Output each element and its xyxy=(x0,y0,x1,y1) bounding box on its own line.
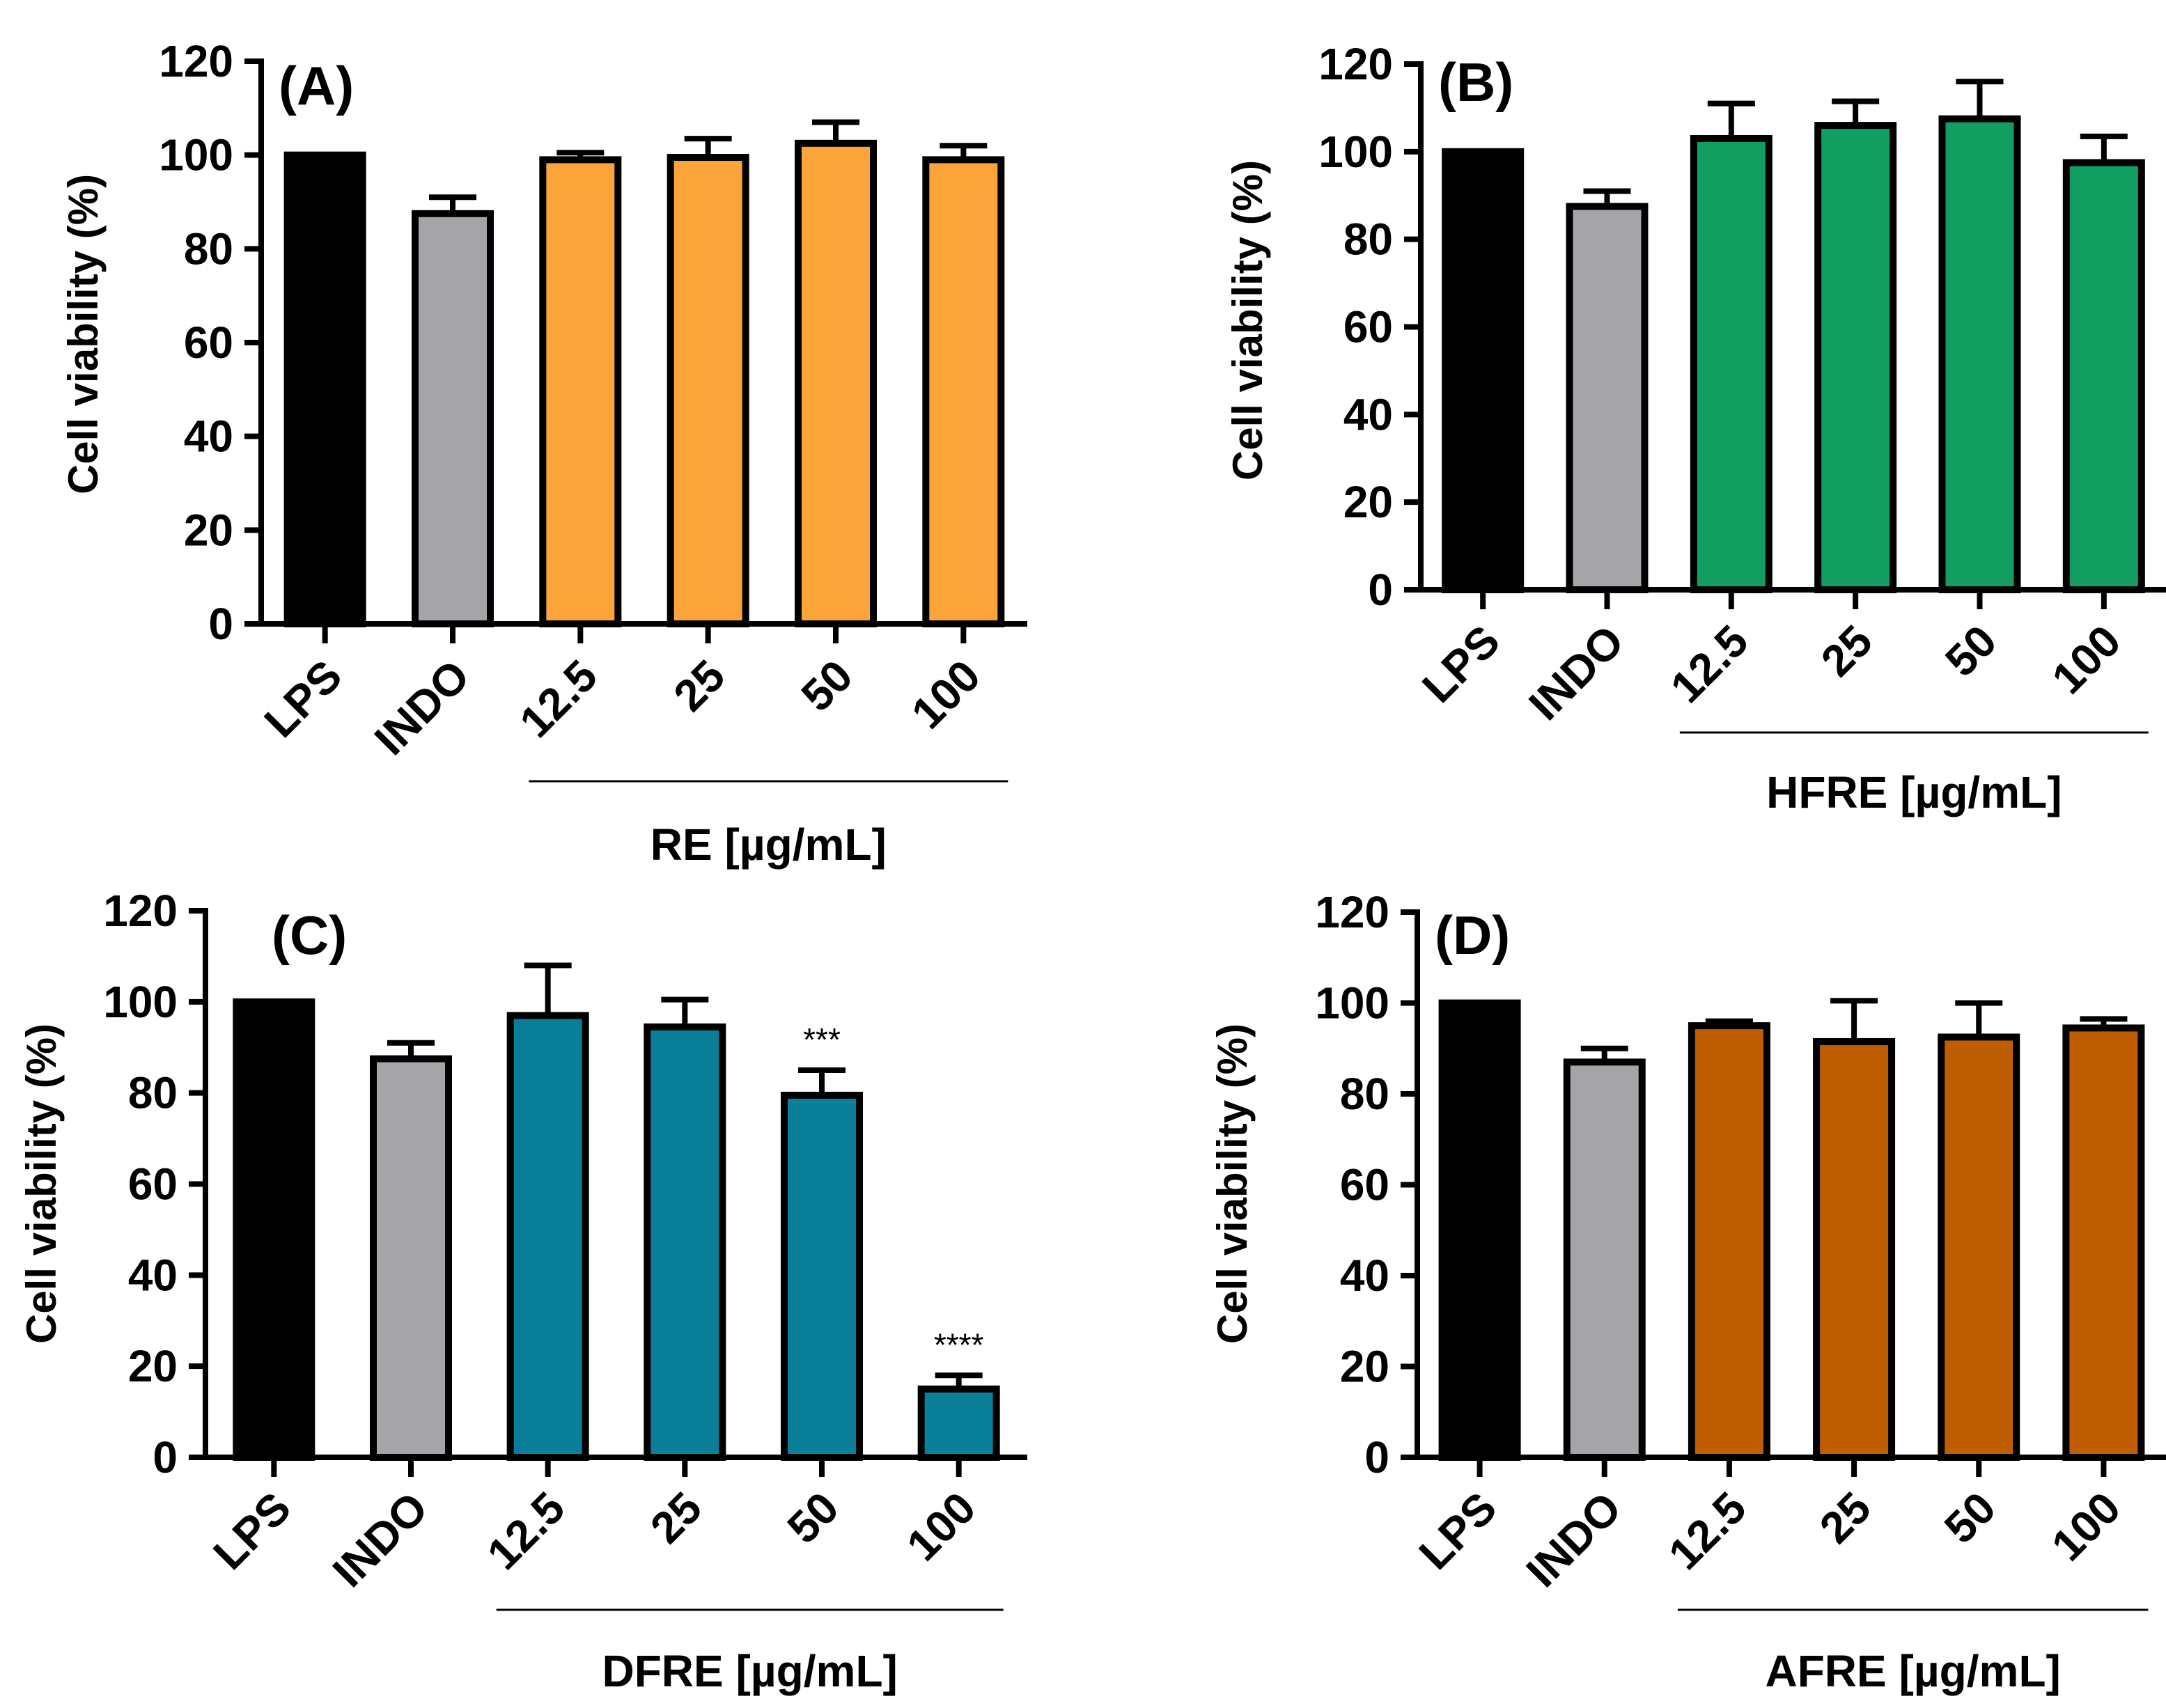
panel-label: (D) xyxy=(1435,904,1510,966)
bar-5 xyxy=(2062,159,2145,593)
bar-5 xyxy=(2062,1024,2145,1461)
y-tick-label-4: 80 xyxy=(1343,214,1393,265)
chart-panel-1: 0 20 40 60 80 100 120 LPS INDO 12.5 25 50 100 Cell vi… xyxy=(60,36,1027,870)
x-tick-label-5: 100 xyxy=(897,1482,985,1570)
y-tick-label-2: 40 xyxy=(184,412,233,462)
x-tick-label-1: INDO xyxy=(1517,1482,1631,1597)
y-tick-label-0: 0 xyxy=(1364,1432,1389,1482)
x-tick-label-0: LPS xyxy=(255,650,352,747)
y-tick-label-6: 120 xyxy=(1315,887,1389,937)
significance-label-4: *** xyxy=(803,1021,841,1058)
chart-panel-2: 0 20 40 60 80 100 120 LPS INDO 12.5 25 50 100 Cell vi… xyxy=(1224,39,2166,817)
bar-0 xyxy=(233,998,315,1462)
bar-2 xyxy=(1688,1022,1770,1461)
bar-2 xyxy=(1690,134,1772,594)
y-tick-label-5: 100 xyxy=(1315,978,1389,1028)
x-tick-label-3: 25 xyxy=(1810,1482,1880,1553)
y-tick-label-3: 60 xyxy=(184,318,233,368)
bar-4 xyxy=(1938,115,2021,594)
bar-2 xyxy=(506,1012,589,1462)
y-tick-label-6: 120 xyxy=(1318,39,1393,89)
bar-3 xyxy=(644,1023,726,1461)
y-tick-label-3: 60 xyxy=(128,1159,178,1209)
x-tick-label-0: LPS xyxy=(203,1482,300,1579)
y-axis-label: Cell viability (%) xyxy=(60,174,107,494)
y-tick-label-4: 80 xyxy=(1340,1069,1389,1119)
x-tick-label-3: 25 xyxy=(1812,616,1882,686)
y-tick-label-4: 80 xyxy=(184,224,233,274)
x-tick-label-1: INDO xyxy=(365,650,479,765)
x-tick-label-4: 50 xyxy=(1935,616,2006,686)
x-tick-label-2: 12.5 xyxy=(478,1482,575,1579)
y-tick-label-0: 0 xyxy=(153,1432,178,1482)
y-tick-label-6: 120 xyxy=(103,886,178,936)
x-tick-label-0: LPS xyxy=(1410,1482,1506,1579)
x-tick-label-5: 100 xyxy=(2042,616,2130,703)
y-tick-label-0: 0 xyxy=(1368,565,1393,615)
y-tick-label-5: 100 xyxy=(159,130,233,180)
panel-label: (B) xyxy=(1438,52,1513,113)
y-tick-label-1: 20 xyxy=(1343,477,1393,527)
bar-2 xyxy=(539,156,622,627)
chart-panel-4: 0 20 40 60 80 100 120 LPS INDO 12.5 25 50 100 Cell vi… xyxy=(1209,887,2166,1696)
x-tick-label-5: 100 xyxy=(2042,1482,2130,1570)
bar-3 xyxy=(1813,1037,1896,1461)
y-tick-label-6: 120 xyxy=(159,36,233,86)
y-tick-label-1: 20 xyxy=(1340,1342,1389,1392)
bar-4 xyxy=(1938,1033,2020,1461)
x-tick-label-4: 50 xyxy=(778,1482,848,1553)
group-label: DFRE [µg/mL] xyxy=(602,1646,897,1696)
panel-label: (A) xyxy=(279,55,354,116)
bar-0 xyxy=(283,151,366,627)
x-tick-label-2: 12.5 xyxy=(510,650,607,747)
panel-label: (C) xyxy=(272,904,347,966)
bar-0 xyxy=(1438,999,1521,1461)
x-tick-label-0: LPS xyxy=(1412,616,1509,712)
y-tick-label-2: 40 xyxy=(1340,1251,1389,1301)
bar-4 xyxy=(781,1091,863,1461)
y-axis-label: Cell viability (%) xyxy=(1224,160,1271,480)
y-tick-label-3: 60 xyxy=(1340,1160,1389,1210)
x-tick-label-2: 12.5 xyxy=(1659,1482,1756,1579)
bar-1 xyxy=(1563,1058,1646,1461)
group-label: RE [µg/mL] xyxy=(650,820,887,870)
y-axis-label: Cell viability (%) xyxy=(18,1024,65,1344)
y-tick-label-4: 80 xyxy=(128,1068,178,1118)
y-tick-label-2: 40 xyxy=(128,1250,178,1300)
y-tick-label-1: 20 xyxy=(128,1341,178,1391)
bar-1 xyxy=(412,210,494,628)
y-tick-label-0: 0 xyxy=(208,599,233,649)
y-tick-label-5: 100 xyxy=(103,977,178,1027)
bar-0 xyxy=(1442,148,1525,594)
bar-1 xyxy=(370,1055,452,1461)
bar-5 xyxy=(922,156,1005,627)
bar-4 xyxy=(795,139,877,628)
x-tick-label-4: 50 xyxy=(792,650,862,721)
bar-3 xyxy=(667,154,749,628)
y-tick-label-2: 40 xyxy=(1343,389,1393,439)
x-tick-label-5: 100 xyxy=(902,650,990,738)
group-label: HFRE [µg/mL] xyxy=(1766,767,2062,817)
bar-3 xyxy=(1814,122,1897,594)
x-tick-label-1: INDO xyxy=(323,1482,437,1597)
x-tick-label-2: 12.5 xyxy=(1661,616,1758,712)
y-tick-label-3: 60 xyxy=(1343,302,1393,352)
x-tick-label-3: 25 xyxy=(641,1482,711,1553)
y-axis-label: Cell viability (%) xyxy=(1209,1024,1256,1344)
significance-label-5: **** xyxy=(934,1326,984,1363)
y-tick-label-5: 100 xyxy=(1318,127,1393,177)
x-tick-label-3: 25 xyxy=(664,650,734,721)
y-tick-label-1: 20 xyxy=(184,505,233,555)
x-tick-label-4: 50 xyxy=(1935,1482,2005,1553)
x-tick-label-1: INDO xyxy=(1519,616,1633,730)
bar-1 xyxy=(1566,203,1649,593)
group-label: AFRE [µg/mL] xyxy=(1765,1646,2060,1696)
bar-5 xyxy=(917,1385,1000,1461)
